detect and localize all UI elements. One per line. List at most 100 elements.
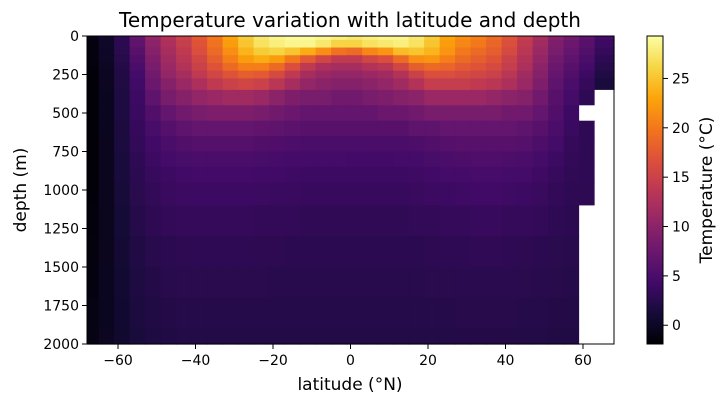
- heatmap-cell: [594, 297, 615, 330]
- heatmap-cell: [222, 78, 239, 91]
- heatmap-cell: [145, 78, 162, 91]
- heatmap-cell: [408, 205, 425, 237]
- heatmap-cell: [501, 55, 518, 64]
- heatmap-cell: [191, 120, 208, 137]
- heatmap-cell: [207, 236, 224, 268]
- heatmap-cell: [114, 328, 131, 345]
- heatmap-cell: [377, 105, 394, 122]
- heatmap-cell: [238, 166, 255, 183]
- heatmap-cell: [579, 70, 596, 79]
- heatmap-cell: [87, 89, 100, 106]
- heatmap-cell: [87, 205, 100, 237]
- heatmap-cell: [563, 328, 580, 345]
- heatmap-cell: [563, 297, 580, 330]
- heatmap-cell: [486, 62, 503, 72]
- heatmap-cell: [284, 47, 301, 56]
- heatmap-cell: [594, 182, 615, 206]
- heatmap-cell: [517, 39, 534, 49]
- heatmap-cell: [300, 55, 317, 64]
- heatmap-cell: [377, 236, 394, 268]
- heatmap-cell: [160, 236, 177, 268]
- heatmap-cell: [377, 89, 394, 106]
- heatmap-cell: [470, 120, 487, 137]
- heatmap-cell: [501, 39, 518, 49]
- heatmap-cell: [393, 328, 410, 345]
- heatmap-cell: [253, 55, 270, 64]
- heatmap-cell: [393, 55, 410, 64]
- heatmap-cell: [269, 120, 286, 137]
- heatmap-cell: [98, 78, 115, 91]
- heatmap-cell: [129, 70, 146, 79]
- heatmap-cell: [98, 120, 115, 137]
- heatmap-cell: [129, 36, 146, 41]
- heatmap-cell: [331, 70, 348, 79]
- heatmap-cell: [362, 151, 379, 168]
- heatmap-cell: [269, 236, 286, 268]
- y-tick-label: 250: [52, 68, 79, 84]
- heatmap-cell: [563, 62, 580, 72]
- heatmap-cell: [486, 267, 503, 299]
- y-tick-label: 500: [52, 106, 79, 122]
- heatmap-cell: [331, 120, 348, 137]
- heatmap-cell: [346, 105, 363, 122]
- heatmap-cell: [517, 62, 534, 72]
- heatmap-cell: [176, 151, 193, 168]
- heatmap-cell: [176, 47, 193, 56]
- heatmap-cell: [470, 70, 487, 79]
- heatmap-cell: [238, 70, 255, 79]
- heatmap-cell: [269, 267, 286, 299]
- heatmap-cell: [594, 136, 615, 153]
- heatmap-cell: [439, 105, 456, 122]
- heatmap-cell: [424, 39, 441, 49]
- heatmap-cell: [87, 62, 100, 72]
- heatmap-cell: [408, 328, 425, 345]
- heatmap-cell: [300, 136, 317, 153]
- heatmap-cell: [408, 166, 425, 183]
- y-tick-label: 1000: [43, 183, 79, 199]
- heatmap-cell: [424, 205, 441, 237]
- heatmap-cell: [532, 297, 549, 330]
- heatmap-cell: [532, 182, 549, 206]
- heatmap-cell: [501, 89, 518, 106]
- heatmap-cell: [486, 182, 503, 206]
- heatmap-cell: [579, 39, 596, 49]
- heatmap-cell: [114, 120, 131, 137]
- heatmap-cell: [424, 78, 441, 91]
- heatmap-cell: [455, 182, 472, 206]
- heatmap-cell: [486, 36, 503, 41]
- heatmap-cell: [253, 62, 270, 72]
- heatmap-cell: [87, 267, 100, 299]
- heatmap-cell: [222, 55, 239, 64]
- colorbar: [646, 35, 664, 345]
- heatmap-cell: [300, 78, 317, 91]
- heatmap-cell: [284, 151, 301, 168]
- heatmap-cell: [331, 166, 348, 183]
- heatmap-cell: [548, 328, 565, 345]
- heatmap-cell: [346, 151, 363, 168]
- heatmap-cell: [145, 55, 162, 64]
- heatmap-cell: [145, 105, 162, 122]
- heatmap-cell: [594, 105, 615, 122]
- heatmap-cell: [532, 55, 549, 64]
- heatmap-cell: [129, 47, 146, 56]
- heatmap-cell: [408, 120, 425, 137]
- heatmap-cell: [315, 267, 332, 299]
- heatmap-cell: [439, 328, 456, 345]
- heatmap-cell: [300, 36, 317, 41]
- heatmap-cell: [424, 120, 441, 137]
- heatmap-cell: [222, 47, 239, 56]
- heatmap-cell: [532, 78, 549, 91]
- heatmap-cell: [129, 78, 146, 91]
- heatmap-cell: [207, 297, 224, 330]
- heatmap-cell: [315, 55, 332, 64]
- heatmap-cell: [87, 166, 100, 183]
- heatmap-cell: [501, 47, 518, 56]
- heatmap-cell: [114, 89, 131, 106]
- heatmap-cell: [393, 39, 410, 49]
- heatmap-cell: [532, 39, 549, 49]
- heatmap-cell: [300, 62, 317, 72]
- heatmap-cell: [486, 78, 503, 91]
- heatmap-cell: [439, 62, 456, 72]
- heatmap-cell: [439, 136, 456, 153]
